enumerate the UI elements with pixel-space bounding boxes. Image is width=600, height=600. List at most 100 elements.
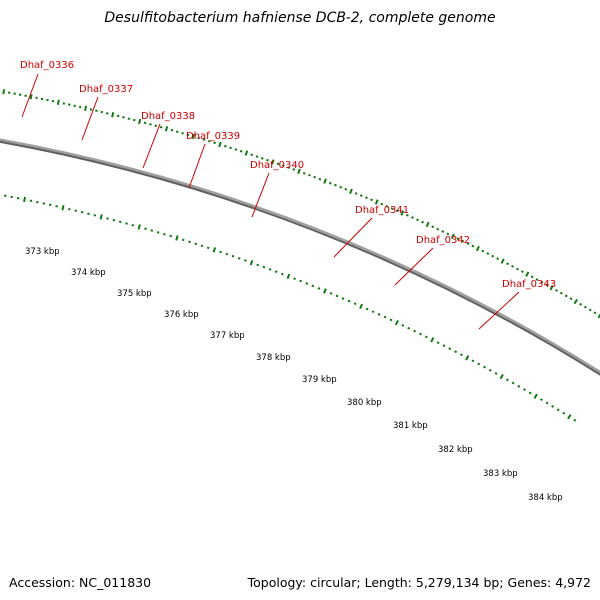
outer-tick bbox=[308, 173, 311, 177]
inner-tick bbox=[249, 259, 254, 266]
inner-tick bbox=[188, 240, 191, 244]
inner-tick bbox=[231, 254, 235, 258]
outer-tick bbox=[229, 146, 232, 150]
gene-label-leader bbox=[81, 96, 99, 141]
gene-label-leader bbox=[21, 73, 39, 118]
outer-tick bbox=[323, 178, 327, 184]
inner-tick bbox=[511, 381, 515, 385]
inner-tick bbox=[329, 292, 333, 295]
gene-labels: Dhaf_0336 Dhaf_0337 Dhaf_0338 Dhaf_0339 Dhaf… bbox=[20, 60, 556, 330]
outer-tick bbox=[138, 118, 142, 125]
outer-tick bbox=[250, 153, 254, 157]
outer-tick bbox=[170, 128, 174, 132]
gene-label: Dhaf_0336 bbox=[20, 60, 74, 71]
inner-tick bbox=[144, 227, 147, 231]
inner-tick bbox=[181, 238, 185, 242]
gene-label: Dhaf_0343 bbox=[502, 279, 556, 290]
inner-tick bbox=[442, 344, 446, 348]
outer-tick bbox=[164, 126, 169, 132]
outer-tick bbox=[370, 198, 373, 202]
inner-tick bbox=[137, 224, 141, 230]
inner-tick bbox=[383, 315, 387, 319]
inner-tick bbox=[551, 404, 555, 408]
outer-tick bbox=[511, 264, 514, 268]
inner-tick bbox=[465, 355, 470, 361]
inner-tick bbox=[347, 299, 351, 303]
gene-label: Dhaf_0340 bbox=[250, 160, 304, 171]
outer-tick bbox=[500, 258, 505, 264]
inner-tick bbox=[545, 401, 549, 405]
inner-tick bbox=[573, 418, 577, 422]
outer-tick bbox=[175, 130, 179, 133]
inner-tick bbox=[471, 359, 475, 363]
inner-tick bbox=[156, 231, 160, 234]
inner-tick bbox=[407, 326, 411, 330]
inner-tick bbox=[424, 335, 428, 339]
outer-tick bbox=[491, 254, 495, 258]
outer-tick bbox=[159, 125, 163, 129]
scale-label: 374 kbp bbox=[71, 268, 106, 278]
backbone-line-inner bbox=[0, 140, 600, 376]
map-title: Desulfitobacterium hafniense DCB-2, comp… bbox=[104, 10, 496, 26]
inner-tick bbox=[389, 318, 393, 322]
inner-tick bbox=[413, 329, 417, 333]
inner-tick bbox=[353, 302, 357, 306]
outer-tick bbox=[400, 210, 405, 216]
inner-tick bbox=[150, 229, 154, 232]
inner-tick bbox=[206, 246, 210, 250]
outer-tick bbox=[466, 242, 470, 245]
inner-tick bbox=[237, 256, 241, 260]
outer-tick bbox=[569, 297, 573, 301]
outer-tick bbox=[318, 177, 322, 181]
inner-tick bbox=[523, 388, 526, 392]
outer-tick bbox=[292, 168, 296, 171]
scale-label: 378 kbp bbox=[256, 353, 291, 363]
inner-tick bbox=[131, 223, 135, 227]
outer-tick bbox=[506, 262, 510, 266]
outer-tick bbox=[255, 155, 259, 158]
inner-tick bbox=[61, 205, 65, 211]
inner-tick bbox=[499, 373, 504, 380]
outer-tick bbox=[29, 94, 33, 100]
outer-tick bbox=[588, 308, 592, 312]
gene-label-leader bbox=[333, 217, 373, 258]
outer-tick bbox=[213, 141, 216, 145]
outer-tick bbox=[328, 181, 332, 185]
outer-tick bbox=[450, 233, 455, 239]
accession-text: Accession: NC_011830 bbox=[9, 575, 152, 590]
outer-tick bbox=[197, 136, 200, 140]
inner-tick bbox=[448, 347, 452, 351]
inner-tick bbox=[244, 259, 247, 262]
inner-tick bbox=[483, 365, 486, 369]
outer-tick bbox=[456, 237, 460, 241]
outer-tick bbox=[411, 216, 414, 219]
outer-tick bbox=[593, 311, 597, 315]
scale-labels: 373 kbp 374 kbp 375 kbp 376 kbp 377 kbp 378 k… bbox=[25, 247, 563, 503]
outer-tick bbox=[276, 162, 280, 166]
inner-tick bbox=[219, 250, 222, 254]
scale-label: 377 kbp bbox=[210, 331, 245, 341]
outer-tick bbox=[579, 302, 583, 306]
inner-tick bbox=[268, 268, 272, 271]
scale-label: 380 kbp bbox=[347, 398, 382, 408]
outer-tick bbox=[471, 244, 475, 248]
outer-tick bbox=[481, 249, 485, 253]
outer-tick bbox=[573, 298, 578, 305]
inner-tick bbox=[365, 307, 369, 311]
outer-tick bbox=[313, 175, 317, 179]
outer-tick bbox=[540, 280, 544, 284]
gene-label-leader bbox=[251, 172, 270, 218]
outer-tick bbox=[239, 149, 243, 153]
outer-tick bbox=[496, 257, 500, 261]
outer-tick bbox=[143, 121, 147, 125]
inner-tick bbox=[194, 242, 198, 246]
outer-tick bbox=[218, 141, 222, 148]
inner-tick bbox=[419, 332, 422, 336]
gene-label-leader bbox=[478, 291, 520, 330]
inner-tick bbox=[112, 218, 116, 222]
outer-tick bbox=[559, 291, 563, 295]
inner-tick bbox=[341, 297, 345, 300]
inner-tick bbox=[225, 252, 229, 256]
inner-tick bbox=[299, 279, 303, 283]
